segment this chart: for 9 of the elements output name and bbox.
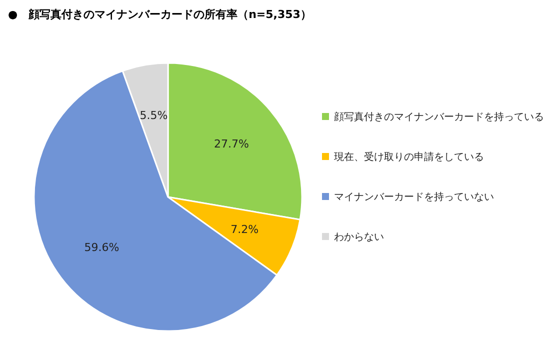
data-label: 5.5% <box>140 109 168 122</box>
data-label: 59.6% <box>84 241 120 254</box>
legend-label: わからない <box>334 232 384 243</box>
legend-label: マイナンバーカードを持っていない <box>334 191 494 203</box>
legend-label: 現在、受け取りの申請をしている <box>334 151 484 163</box>
chart-title: ● 顔写真付きのマイナンバーカードの所有率（n=5,353） <box>8 8 312 21</box>
data-label: 27.7% <box>214 137 249 150</box>
legend-label: 顔写真付きのマイナンバーカードを持っている <box>334 111 544 123</box>
data-label: 7.2% <box>230 223 259 236</box>
